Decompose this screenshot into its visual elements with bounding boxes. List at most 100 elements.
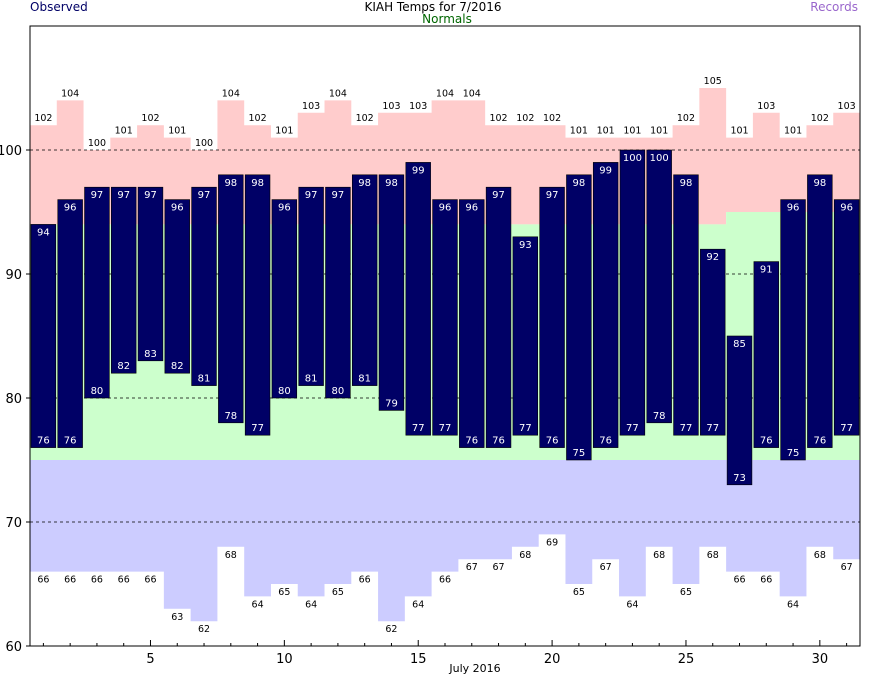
record-high-label: 101 — [730, 126, 748, 137]
observed-bar — [726, 335, 753, 486]
observed-bar — [780, 199, 806, 461]
x-tick-label: 25 — [678, 652, 695, 667]
record-low-label: 64 — [252, 599, 264, 610]
record-high-label: 103 — [409, 101, 427, 112]
record-high-label: 101 — [597, 126, 615, 137]
record-low-label: 68 — [519, 550, 531, 561]
record-low-label: 67 — [493, 562, 505, 573]
observed-bar — [566, 174, 592, 461]
observed-high-label: 92 — [706, 252, 719, 263]
record-high-label: 104 — [222, 88, 240, 99]
observed-high-label: 97 — [91, 190, 104, 201]
record-high-label: 101 — [623, 126, 641, 137]
observed-low-label: 76 — [760, 436, 773, 447]
record-high-label: 102 — [811, 113, 829, 124]
observed-bar — [378, 174, 405, 411]
observed-high-label: 98 — [358, 178, 371, 189]
observed-high-label: 98 — [251, 178, 264, 189]
record-low-label: 65 — [680, 587, 692, 598]
record-high-label: 101 — [168, 126, 186, 137]
record-low-label: 68 — [225, 550, 237, 561]
record-high-label: 101 — [650, 126, 668, 137]
observed-bar — [191, 186, 217, 386]
y-tick-label: 60 — [5, 640, 22, 655]
observed-high-label: 98 — [385, 178, 398, 189]
observed-high-label: 93 — [519, 240, 532, 251]
record-high-label: 102 — [249, 113, 267, 124]
observed-bar — [57, 199, 83, 448]
observed-bar — [298, 186, 324, 386]
observed-bar — [164, 199, 190, 374]
observed-high-label: 96 — [171, 203, 184, 214]
observed-bar — [111, 186, 137, 374]
observed-high-label: 96 — [840, 203, 853, 214]
chart-title: KIAH Temps for 7/2016 — [364, 0, 502, 14]
x-axis-label: July 2016 — [448, 662, 500, 675]
record-low-label: 66 — [733, 575, 745, 586]
observed-low-label: 73 — [733, 473, 746, 484]
record-low-label: 66 — [118, 575, 130, 586]
record-low-label: 66 — [760, 575, 772, 586]
observed-low-label: 77 — [439, 423, 452, 434]
record-high-label: 102 — [141, 113, 159, 124]
record-low-label: 68 — [653, 550, 665, 561]
observed-bar — [325, 186, 351, 399]
observed-low-label: 78 — [653, 411, 666, 422]
y-tick-label: 100 — [0, 144, 22, 159]
observed-high-label: 96 — [465, 203, 478, 214]
observed-high-label: 85 — [733, 339, 746, 350]
observed-low-label: 78 — [224, 411, 237, 422]
record-high-label: 101 — [115, 126, 133, 137]
observed-high-label: 96 — [439, 203, 452, 214]
y-tick-label: 90 — [5, 268, 22, 283]
record-low-label: 62 — [385, 624, 397, 635]
observed-low-label: 76 — [64, 436, 77, 447]
record-low-label: 66 — [64, 575, 76, 586]
observed-low-label: 82 — [117, 361, 130, 372]
observed-bar — [619, 149, 646, 436]
observed-low-label: 76 — [546, 436, 559, 447]
observed-bar — [271, 199, 298, 399]
record-low-label: 66 — [439, 575, 451, 586]
record-high-label: 104 — [463, 88, 481, 99]
observed-bar — [432, 199, 458, 436]
record-low-label: 67 — [841, 562, 853, 573]
observed-low-label: 77 — [680, 423, 693, 434]
observed-bar — [807, 174, 833, 448]
observed-bar — [30, 224, 57, 448]
observed-low-label: 75 — [573, 448, 586, 459]
observed-legend-label: Observed — [30, 0, 88, 14]
observed-bar — [459, 199, 485, 448]
record-low-label: 67 — [600, 562, 612, 573]
record-low-label: 65 — [332, 587, 344, 598]
observed-bar — [351, 174, 378, 386]
record-low-label: 65 — [278, 587, 290, 598]
record-high-label: 102 — [356, 113, 374, 124]
observed-low-label: 77 — [626, 423, 639, 434]
record-high-label: 102 — [34, 113, 52, 124]
record-high-label: 103 — [838, 101, 856, 112]
record-high-label: 102 — [677, 113, 695, 124]
record-low-band — [30, 460, 860, 622]
observed-low-label: 80 — [91, 386, 104, 397]
observed-bar — [592, 162, 619, 448]
record-high-label: 101 — [784, 126, 802, 137]
observed-low-label: 83 — [144, 349, 157, 360]
observed-low-label: 82 — [171, 361, 184, 372]
record-low-label: 62 — [198, 624, 210, 635]
observed-high-label: 98 — [813, 178, 826, 189]
observed-low-label: 76 — [465, 436, 478, 447]
observed-bar — [218, 174, 244, 424]
observed-high-label: 97 — [332, 190, 345, 201]
observed-low-label: 81 — [358, 374, 371, 385]
observed-low-label: 77 — [840, 423, 853, 434]
record-high-label: 105 — [704, 76, 722, 87]
record-high-label: 104 — [436, 88, 454, 99]
observed-bar — [700, 248, 726, 436]
observed-high-label: 97 — [492, 190, 505, 201]
record-low-label: 66 — [91, 575, 103, 586]
observed-high-label: 97 — [305, 190, 318, 201]
observed-high-label: 99 — [412, 165, 425, 176]
observed-high-label: 99 — [599, 165, 612, 176]
observed-low-label: 80 — [332, 386, 345, 397]
